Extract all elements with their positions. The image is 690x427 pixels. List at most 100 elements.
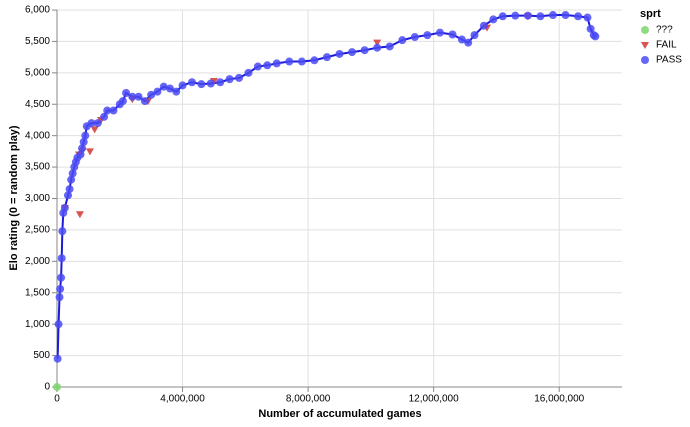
point xyxy=(225,75,234,84)
point xyxy=(81,131,90,140)
point xyxy=(68,169,77,178)
point xyxy=(410,33,419,42)
point xyxy=(67,175,76,184)
y-tick-label: 500 xyxy=(33,350,50,361)
point xyxy=(87,119,96,128)
point xyxy=(489,15,498,24)
x-axis-title: Number of accumulated games xyxy=(258,408,421,420)
point xyxy=(561,11,570,20)
point xyxy=(548,11,557,20)
point xyxy=(53,383,61,391)
y-tick-label: 5,000 xyxy=(25,67,50,78)
y-tick-label: 3,500 xyxy=(25,162,50,173)
point xyxy=(435,28,444,37)
y-tick-label: 1,000 xyxy=(25,319,50,330)
y-tick-label: 5,500 xyxy=(25,36,50,47)
point xyxy=(140,97,149,106)
point xyxy=(90,126,99,134)
point xyxy=(134,92,143,101)
point xyxy=(206,79,215,88)
y-tick-label: 1,500 xyxy=(25,287,50,298)
point xyxy=(253,62,262,71)
point xyxy=(55,293,64,302)
legend-symbol xyxy=(641,56,649,64)
x-tick-label: 8,000,000 xyxy=(286,394,331,405)
point xyxy=(187,78,196,87)
point xyxy=(75,211,84,219)
y-tick-label: 2,500 xyxy=(25,225,50,236)
legend-title: sprt xyxy=(640,8,661,20)
point xyxy=(54,320,63,329)
point xyxy=(172,87,181,96)
point xyxy=(511,11,520,20)
point xyxy=(159,82,168,91)
y-tick-label: 0 xyxy=(44,382,50,393)
legend-symbol xyxy=(641,42,649,49)
point xyxy=(109,106,118,115)
point xyxy=(272,59,281,68)
point xyxy=(60,203,69,212)
point xyxy=(128,92,137,101)
point xyxy=(93,119,102,128)
point xyxy=(498,12,507,21)
point xyxy=(373,39,382,47)
point xyxy=(591,32,600,41)
point xyxy=(373,43,382,52)
point xyxy=(310,56,319,65)
y-tick-label: 4,500 xyxy=(25,99,50,110)
point xyxy=(470,31,479,40)
point xyxy=(65,185,74,194)
point xyxy=(53,354,62,363)
point xyxy=(285,57,294,66)
point xyxy=(348,48,357,57)
point xyxy=(586,24,595,33)
point xyxy=(166,84,174,93)
series-line xyxy=(56,14,596,359)
point xyxy=(263,61,272,70)
point xyxy=(85,148,94,156)
point xyxy=(57,254,66,263)
point xyxy=(178,81,187,90)
point xyxy=(385,42,394,51)
y-tick-label: 6,000 xyxy=(25,5,50,16)
point xyxy=(216,78,225,87)
point xyxy=(574,12,583,21)
point xyxy=(57,273,66,282)
point xyxy=(360,46,369,55)
point xyxy=(423,31,432,40)
legend-label: ??? xyxy=(656,25,673,36)
point xyxy=(58,227,67,236)
point xyxy=(479,21,488,30)
x-tick-label: 4,000,000 xyxy=(160,394,205,405)
point xyxy=(235,73,244,82)
point xyxy=(197,80,206,89)
point xyxy=(56,284,65,293)
y-tick-label: 3,000 xyxy=(25,193,50,204)
point xyxy=(76,150,85,159)
point xyxy=(147,90,156,99)
point xyxy=(335,49,344,58)
point xyxy=(398,36,407,45)
legend-label: PASS xyxy=(656,55,682,66)
x-tick-label: 0 xyxy=(54,394,60,405)
point xyxy=(63,191,72,200)
point xyxy=(322,53,331,62)
legend-symbol xyxy=(641,26,649,34)
legend-label: FAIL xyxy=(656,40,677,51)
point xyxy=(79,137,88,146)
point xyxy=(523,11,532,20)
point xyxy=(78,144,87,153)
y-tick-label: 4,000 xyxy=(25,130,50,141)
point xyxy=(297,57,306,66)
point xyxy=(536,12,545,21)
x-tick-label: 16,000,000 xyxy=(534,394,584,405)
point xyxy=(583,13,592,22)
point xyxy=(122,88,131,97)
point xyxy=(118,97,127,106)
point xyxy=(244,68,253,77)
x-tick-label: 12,000,000 xyxy=(409,394,459,405)
y-axis-title: Elo rating (0 = random play) xyxy=(8,125,20,271)
y-tick-label: 2,000 xyxy=(25,256,50,267)
